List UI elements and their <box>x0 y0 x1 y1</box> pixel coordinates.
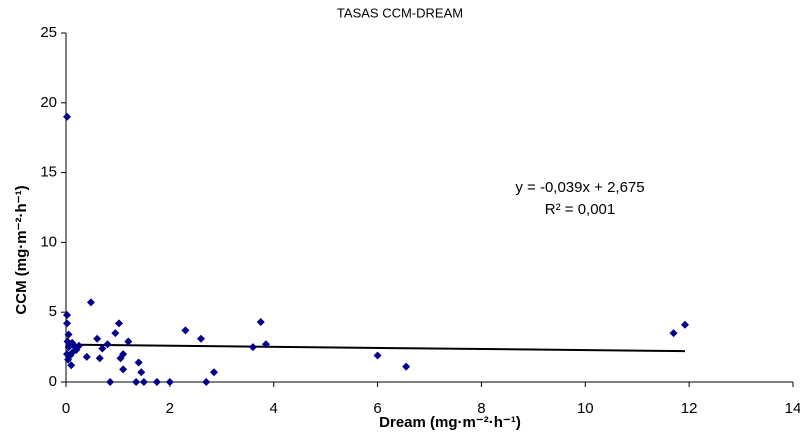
x-tick-label: 8 <box>477 400 485 417</box>
y-tick-label: 25 <box>40 24 57 41</box>
y-tick-label: 15 <box>40 164 57 181</box>
point <box>63 319 72 328</box>
point <box>98 344 107 353</box>
point <box>202 378 211 386</box>
point <box>74 341 83 350</box>
point <box>165 378 174 386</box>
chart-title: TASAS CCM-DREAM <box>337 5 463 20</box>
point <box>402 362 411 371</box>
y-tick-label: 20 <box>40 94 57 111</box>
point <box>114 319 123 328</box>
x-tick-label: 0 <box>62 400 70 417</box>
point <box>64 330 73 339</box>
point <box>134 358 143 367</box>
point <box>68 348 77 357</box>
trend-equation: y = -0,039x + 2,675 <box>515 179 644 196</box>
x-tick-label: 12 <box>681 400 698 417</box>
point <box>139 378 148 386</box>
y-axis-title: CCM (mg·m⁻²·h⁻¹) <box>13 185 30 314</box>
point <box>119 365 128 374</box>
point <box>669 329 678 338</box>
point <box>152 378 161 386</box>
point <box>137 368 146 377</box>
x-tick-label: 4 <box>270 400 278 417</box>
point <box>132 378 141 386</box>
point <box>209 368 218 377</box>
point <box>181 326 190 335</box>
x-tick-label: 14 <box>785 400 800 417</box>
y-tick-label: 10 <box>40 233 57 250</box>
point <box>261 340 270 349</box>
point <box>67 361 76 370</box>
point <box>256 317 265 326</box>
point <box>197 334 206 343</box>
point <box>248 343 257 352</box>
point <box>680 320 689 329</box>
trendline <box>65 343 685 353</box>
trend-r2: R² = 0,001 <box>545 201 615 218</box>
point <box>111 329 120 338</box>
point <box>63 112 72 121</box>
x-axis-title: Dream (mg·m⁻²·h⁻¹) <box>379 414 521 431</box>
point <box>373 351 382 360</box>
point <box>93 334 102 343</box>
y-tick-label: 0 <box>49 373 57 390</box>
point <box>103 340 112 349</box>
point <box>119 350 128 359</box>
point <box>82 352 91 361</box>
x-tick-label: 6 <box>373 400 381 417</box>
point <box>63 310 72 319</box>
point <box>86 298 95 307</box>
point <box>106 378 115 386</box>
point <box>124 337 133 346</box>
x-tick-label: 2 <box>166 400 174 417</box>
x-tick-label: 10 <box>577 400 594 417</box>
y-tick-label: 5 <box>49 303 57 320</box>
point <box>95 354 104 363</box>
